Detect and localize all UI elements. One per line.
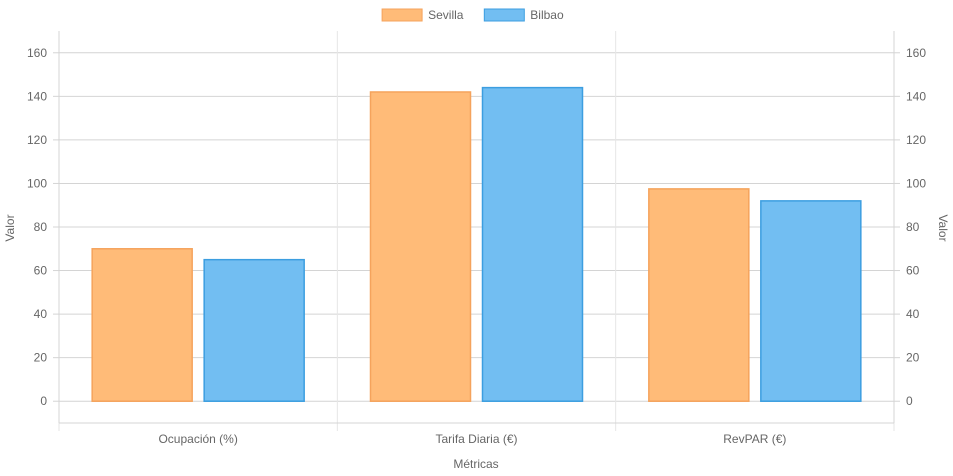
legend-swatch [483, 8, 525, 22]
y-tick-label-right: 60 [906, 264, 920, 278]
x-axis-title: Métricas [453, 457, 498, 471]
y-tick-label-left: 0 [40, 394, 47, 408]
bar-sevilla-3[interactable] [648, 188, 750, 402]
y-tick-label-right: 0 [906, 394, 913, 408]
bar-sevilla-1[interactable] [91, 248, 193, 402]
y-axis-title-right: Valor [936, 214, 950, 241]
bar-bilbao-1[interactable] [203, 258, 305, 402]
y-tick-label-right: 100 [906, 176, 926, 190]
bar-sevilla-2[interactable] [369, 91, 472, 402]
legend-label: Sevilla [428, 8, 464, 22]
legend-item-bilbao[interactable]: Bilbao [483, 8, 564, 22]
y-tick-label-left: 100 [27, 176, 47, 190]
legend[interactable]: Sevilla Bilbao [381, 8, 564, 22]
y-tick-label-right: 160 [906, 46, 926, 60]
y-tick-label-left: 160 [27, 46, 47, 60]
y-tick-label-right: 20 [906, 351, 920, 365]
y-tick-label-right: 40 [906, 307, 920, 321]
bar-bilbao-3[interactable] [760, 200, 862, 402]
x-tick-label: Tarifa Diaria (€) [435, 432, 517, 446]
axes: 0 0 20 20 40 40 60 60 80 80 100 100 120 120 140 140 160 1… [27, 31, 926, 446]
y-tick-label-left: 20 [34, 351, 48, 365]
x-tick-label: Ocupación (%) [158, 432, 237, 446]
y-axis-title-left: Valor [3, 214, 17, 241]
y-tick-label-right: 140 [906, 89, 926, 103]
legend-swatch [381, 8, 423, 22]
legend-item-sevilla[interactable]: Sevilla [381, 8, 464, 22]
x-tick-label: RevPAR (€) [723, 432, 786, 446]
legend-label: Bilbao [530, 8, 564, 22]
bars [91, 86, 862, 402]
y-tick-label-left: 120 [27, 133, 47, 147]
bar-bilbao-2[interactable] [481, 86, 584, 402]
y-tick-label-left: 60 [34, 264, 48, 278]
y-tick-label-left: 140 [27, 89, 47, 103]
y-tick-label-right: 120 [906, 133, 926, 147]
y-tick-label-left: 80 [34, 220, 48, 234]
y-tick-label-right: 80 [906, 220, 920, 234]
y-tick-label-left: 40 [34, 307, 48, 321]
